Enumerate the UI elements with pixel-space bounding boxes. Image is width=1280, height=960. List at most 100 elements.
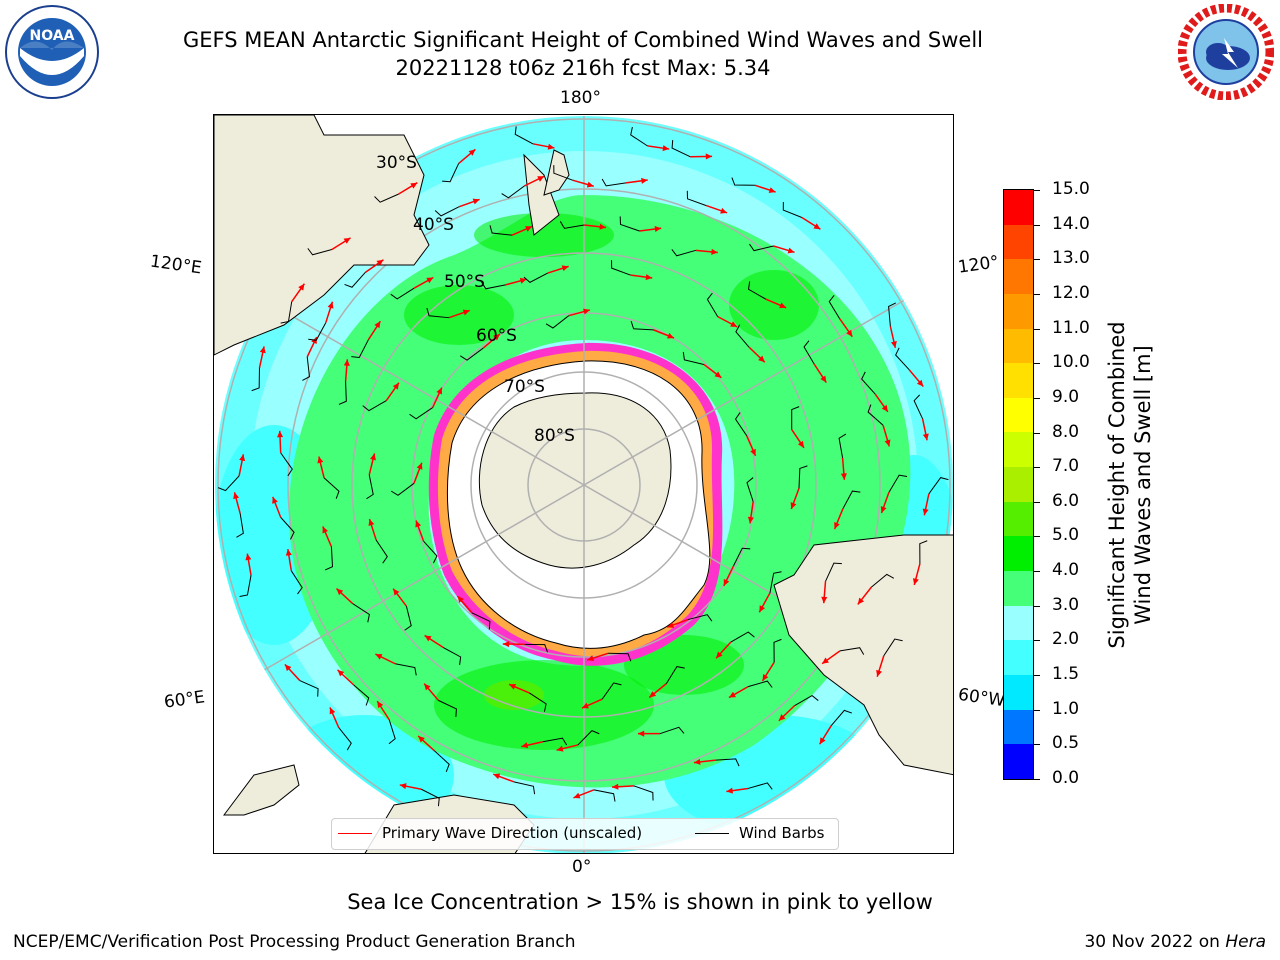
colorbar-tick-label: 7.0 xyxy=(1052,456,1080,477)
wind-barb xyxy=(747,281,767,300)
wind-barb xyxy=(524,643,549,653)
wave-arrow-head xyxy=(410,182,418,189)
wave-arrow-head xyxy=(424,683,431,691)
colorbar-tick-label: 9.0 xyxy=(1052,386,1080,407)
wind-barb xyxy=(842,490,861,509)
wave-arrow-head xyxy=(376,259,384,266)
wave-arrow-head xyxy=(730,321,738,327)
wave-arrow-head xyxy=(758,355,765,363)
wind-barb xyxy=(735,324,750,348)
polar-map[interactable]: 30°S 40°S 50°S 60°S 70°S 80°S xyxy=(214,115,954,854)
wind-barb xyxy=(630,126,648,147)
title-line-2: 20221128 t06z 216h fcst Max: 5.34 xyxy=(395,56,771,80)
wind-barb xyxy=(883,638,903,657)
wave-arrow-head xyxy=(493,334,500,341)
colorbar-tick-label: 2.0 xyxy=(1052,629,1080,650)
colorbar-tick-label: 0.0 xyxy=(1052,768,1080,788)
wind-barb xyxy=(608,652,632,662)
colorbar-tick-mark xyxy=(1034,640,1040,642)
wave-arrow-head xyxy=(876,669,882,677)
colorbar-tick-mark xyxy=(1034,675,1040,677)
wave-arrow-head xyxy=(370,453,376,461)
legend-wave-swatch xyxy=(338,833,372,834)
wave-arrow-head xyxy=(705,153,713,160)
wave-arrow-head xyxy=(857,597,865,605)
wave-arrow-head xyxy=(468,149,476,156)
colorbar-tick-label: 5.0 xyxy=(1052,525,1080,546)
wind-barb xyxy=(601,682,622,700)
wave-arrow-head xyxy=(922,433,929,441)
colorbar-tick-label: 11.0 xyxy=(1052,317,1090,338)
wind-barb xyxy=(686,190,707,207)
wave-arrow-head xyxy=(662,145,670,152)
wave-arrow-head xyxy=(821,596,828,604)
wind-barb xyxy=(633,785,654,801)
wave-arrow-head xyxy=(561,265,569,272)
colorbar-tick-label: 3.0 xyxy=(1052,594,1080,615)
wind-barb xyxy=(501,185,525,199)
wind-barb xyxy=(734,412,748,436)
wave-arrow-head xyxy=(654,226,662,233)
wind-barb xyxy=(302,356,311,381)
wave-arrow-head xyxy=(462,309,470,316)
lon-label-60e: 60°E xyxy=(162,687,207,713)
wave-arrow-head xyxy=(790,502,797,510)
wind-barb xyxy=(374,193,399,203)
wind-barb xyxy=(390,482,415,496)
wave-arrow-head xyxy=(472,198,480,205)
wave-arrow-head xyxy=(377,701,384,709)
wind-barb xyxy=(782,202,803,218)
colorbar-segment xyxy=(1004,605,1033,641)
wave-arrow-head xyxy=(368,519,375,527)
wave-arrow-head xyxy=(581,702,589,709)
wave-arrow-head xyxy=(846,329,853,337)
wind-barb xyxy=(871,573,895,588)
lat-label-60: 60°S xyxy=(476,326,517,346)
wind-barb xyxy=(308,322,327,341)
wind-barb xyxy=(280,517,295,540)
wave-arrow-head xyxy=(537,176,545,182)
wave-arrow-head xyxy=(493,773,501,780)
colorbar-tick-mark xyxy=(1034,293,1040,295)
wind-barb xyxy=(839,647,865,655)
wave-arrow-head xyxy=(645,274,653,281)
wind-barb xyxy=(442,646,462,665)
wind-barb xyxy=(299,680,319,697)
wind-barb xyxy=(280,452,293,477)
wind-barb xyxy=(460,347,484,361)
footer-date: 30 Nov 2022 on Hera xyxy=(1084,932,1266,952)
colorbar-tick-label: 15.0 xyxy=(1052,179,1090,199)
wind-barb xyxy=(523,272,548,283)
wave-arrow-head xyxy=(762,673,769,681)
lon-label-180: 180° xyxy=(560,88,601,108)
wind-barb xyxy=(671,140,691,158)
wave-arrow-head xyxy=(457,596,464,603)
wave-arrow-head xyxy=(583,308,590,315)
wave-arrow-head xyxy=(779,302,787,309)
colorbar-tick-label: 14.0 xyxy=(1052,213,1090,234)
colorbar-tick-mark xyxy=(1034,709,1040,711)
wind-barb xyxy=(251,367,260,392)
wind-barb xyxy=(553,165,573,181)
wave-arrow-head xyxy=(525,226,533,232)
wind-barb xyxy=(395,663,417,676)
wave-arrow-head xyxy=(276,430,284,438)
colorbar-tick-label: 10.0 xyxy=(1052,352,1090,373)
wave-arrow-head xyxy=(519,277,527,284)
colorbar-tick-mark xyxy=(1034,397,1040,399)
lon-label-0: 0° xyxy=(572,857,592,877)
wind-barb xyxy=(325,546,334,571)
wave-arrow-head xyxy=(880,506,887,514)
wave-arrow-head xyxy=(586,181,594,188)
wind-barb xyxy=(715,758,740,767)
wave-vectors xyxy=(217,126,949,807)
colorbar-segment xyxy=(1004,293,1033,329)
sea-ice-note: Sea Ice Concentration > 15% is shown in … xyxy=(347,890,933,914)
wind-barb xyxy=(682,351,704,365)
wave-arrow-head xyxy=(693,758,701,765)
wave-arrow-head xyxy=(778,714,786,721)
map-panel[interactable]: 30°S 40°S 50°S 60°S 70°S 80°S xyxy=(213,114,954,854)
colorbar-segment xyxy=(1004,674,1033,710)
wind-barb xyxy=(290,570,303,595)
wave-arrow-head xyxy=(233,492,240,500)
